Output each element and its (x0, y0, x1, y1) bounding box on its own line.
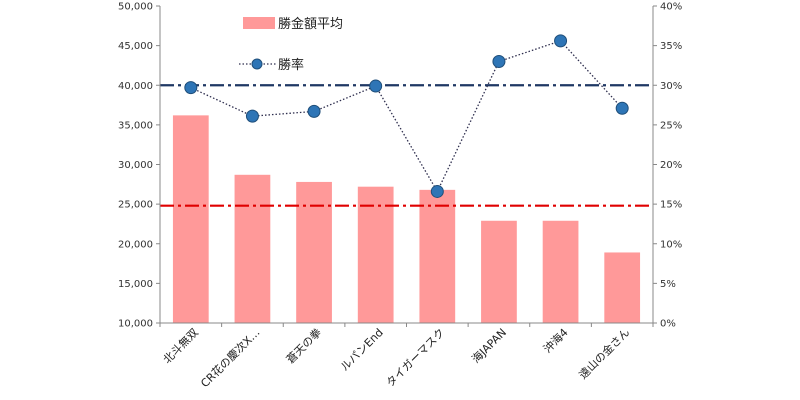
y-right-tick-label: 0% (660, 319, 676, 330)
line-point (307, 104, 321, 118)
reference-lines (160, 84, 653, 207)
x-tick-label: 海JAPAN (469, 325, 509, 365)
y-left-tick-label: 15,000 (118, 279, 153, 290)
x-tick-label: 蒼天の拳 (283, 325, 324, 366)
y-right-tick-label: 35% (660, 41, 682, 52)
line-point (184, 81, 198, 95)
legend: 勝金額平均 勝率 (239, 16, 343, 73)
x-tick-label: ルパンEnd (338, 326, 386, 374)
line-point (245, 109, 259, 123)
x-tick-label: 遠山の金さん (576, 325, 633, 382)
y-left-tick-label: 45,000 (118, 41, 153, 52)
y-left-tick-label: 40,000 (118, 81, 153, 92)
y-left-tick-label: 50,000 (118, 2, 153, 13)
legend-bar-swatch (243, 17, 275, 29)
line-path (190, 40, 623, 193)
bar (604, 252, 641, 323)
y-left-tick-label: 35,000 (118, 120, 153, 131)
x-tick-label: 沖海4 (540, 325, 570, 355)
y-right-tick-label: 30% (660, 81, 682, 92)
bar (296, 181, 332, 323)
y-right-tick-label: 40% (660, 2, 682, 13)
bar (542, 220, 579, 323)
y-left-tick-label: 10,000 (118, 319, 153, 330)
line-point (492, 54, 506, 68)
bar-series (172, 115, 641, 324)
line-point (554, 34, 568, 48)
x-tick-label: タイガーマスク (384, 326, 448, 390)
bar (419, 189, 456, 323)
bar (234, 174, 271, 323)
bar (357, 186, 394, 323)
line-series (184, 34, 629, 198)
y-left-tick-label: 20,000 (118, 239, 153, 250)
bar (481, 220, 517, 323)
line-point (430, 184, 444, 198)
y-right-tick-label: 5% (660, 279, 676, 290)
y-right-tick-label: 20% (660, 160, 682, 171)
y-left-tick-label: 25,000 (118, 200, 153, 211)
bar (172, 115, 209, 324)
legend-line-marker (251, 58, 263, 70)
y-right-tick-label: 15% (660, 200, 682, 211)
y-right-tick-label: 25% (660, 120, 682, 131)
y-right-tick-label: 10% (660, 239, 682, 250)
legend-line-label: 勝率 (278, 57, 304, 73)
line-point (369, 79, 383, 93)
x-tick-label: 北斗無双 (160, 325, 201, 366)
legend-bar-label: 勝金額平均 (278, 16, 343, 32)
x-tick-label: CR花の慶次X… (198, 325, 263, 390)
line-point (615, 101, 629, 115)
y-left-tick-label: 30,000 (118, 160, 153, 171)
